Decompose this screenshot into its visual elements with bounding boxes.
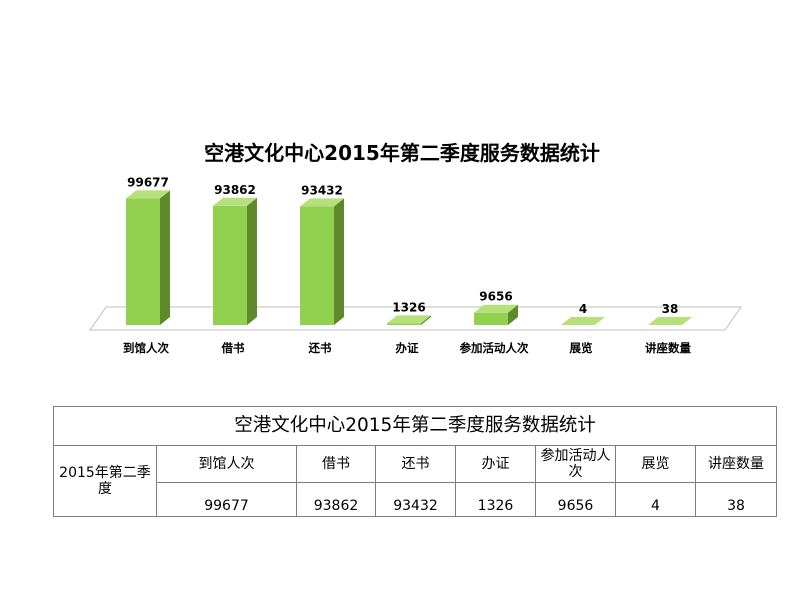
bar-top xyxy=(648,316,692,325)
data-label: 99677 xyxy=(127,175,169,189)
category-label: 办证 xyxy=(396,341,419,355)
table-cell: 38 xyxy=(694,482,778,517)
bars-group: 99677 到馆人次 93862 借书 93432 还书 1326 办证 9656 参加活动人次 4… xyxy=(123,175,692,355)
category-label: 参加活动人次 xyxy=(459,341,529,355)
category-label: 到馆人次 xyxy=(123,341,169,355)
bar-top xyxy=(126,190,170,199)
category-label: 讲座数量 xyxy=(645,341,691,355)
table-cell: 4 xyxy=(615,482,696,517)
col-header: 参加活动人次 xyxy=(535,445,616,483)
col-header: 到馆人次 xyxy=(156,445,297,483)
table-cell: 93862 xyxy=(296,482,376,517)
bar-side xyxy=(595,316,605,325)
bar xyxy=(126,198,160,325)
bar-side xyxy=(247,197,257,325)
data-label: 1326 xyxy=(392,300,425,314)
col-header: 办证 xyxy=(455,445,536,483)
data-label: 4 xyxy=(579,302,587,316)
bar xyxy=(213,205,247,325)
bar-top xyxy=(474,304,518,313)
bar xyxy=(474,312,508,325)
category-label: 还书 xyxy=(308,341,332,355)
bar-chart: 99677 到馆人次 93862 借书 93432 还书 1326 办证 9656 参加活动人次 4… xyxy=(89,141,742,355)
chart-title: 空港文化中心2015年第二季度服务数据统计 xyxy=(204,141,600,165)
bar-top xyxy=(213,197,257,206)
bar-top xyxy=(561,316,605,325)
table-cell: 9656 xyxy=(535,482,616,517)
bar-side xyxy=(160,190,170,325)
bar xyxy=(387,323,421,325)
bar-top xyxy=(387,315,431,324)
bar-side xyxy=(334,198,344,325)
col-header: 借书 xyxy=(296,445,376,483)
table-cell: 99677 xyxy=(156,482,297,517)
data-table: 空港文化中心2015年第二季度服务数据统计 2015年第二季度 到馆人次 借书 … xyxy=(52,406,778,517)
data-label: 93862 xyxy=(214,183,256,197)
bar-side xyxy=(508,304,518,325)
category-label: 展览 xyxy=(569,341,593,355)
row-header: 2015年第二季度 xyxy=(53,445,157,517)
bar-side xyxy=(421,315,431,325)
table-cell: 93432 xyxy=(375,482,456,517)
table-title: 空港文化中心2015年第二季度服务数据统计 xyxy=(52,406,778,446)
col-header: 讲座数量 xyxy=(694,445,778,483)
data-label: 38 xyxy=(662,302,679,316)
bar xyxy=(300,206,334,325)
bar-top xyxy=(300,198,344,207)
data-label: 9656 xyxy=(479,290,512,304)
category-label: 借书 xyxy=(221,341,245,355)
col-header: 还书 xyxy=(375,445,456,483)
table-cell: 1326 xyxy=(455,482,536,517)
data-label: 93432 xyxy=(301,183,343,197)
bar-side xyxy=(682,316,692,325)
col-header: 展览 xyxy=(615,445,696,483)
